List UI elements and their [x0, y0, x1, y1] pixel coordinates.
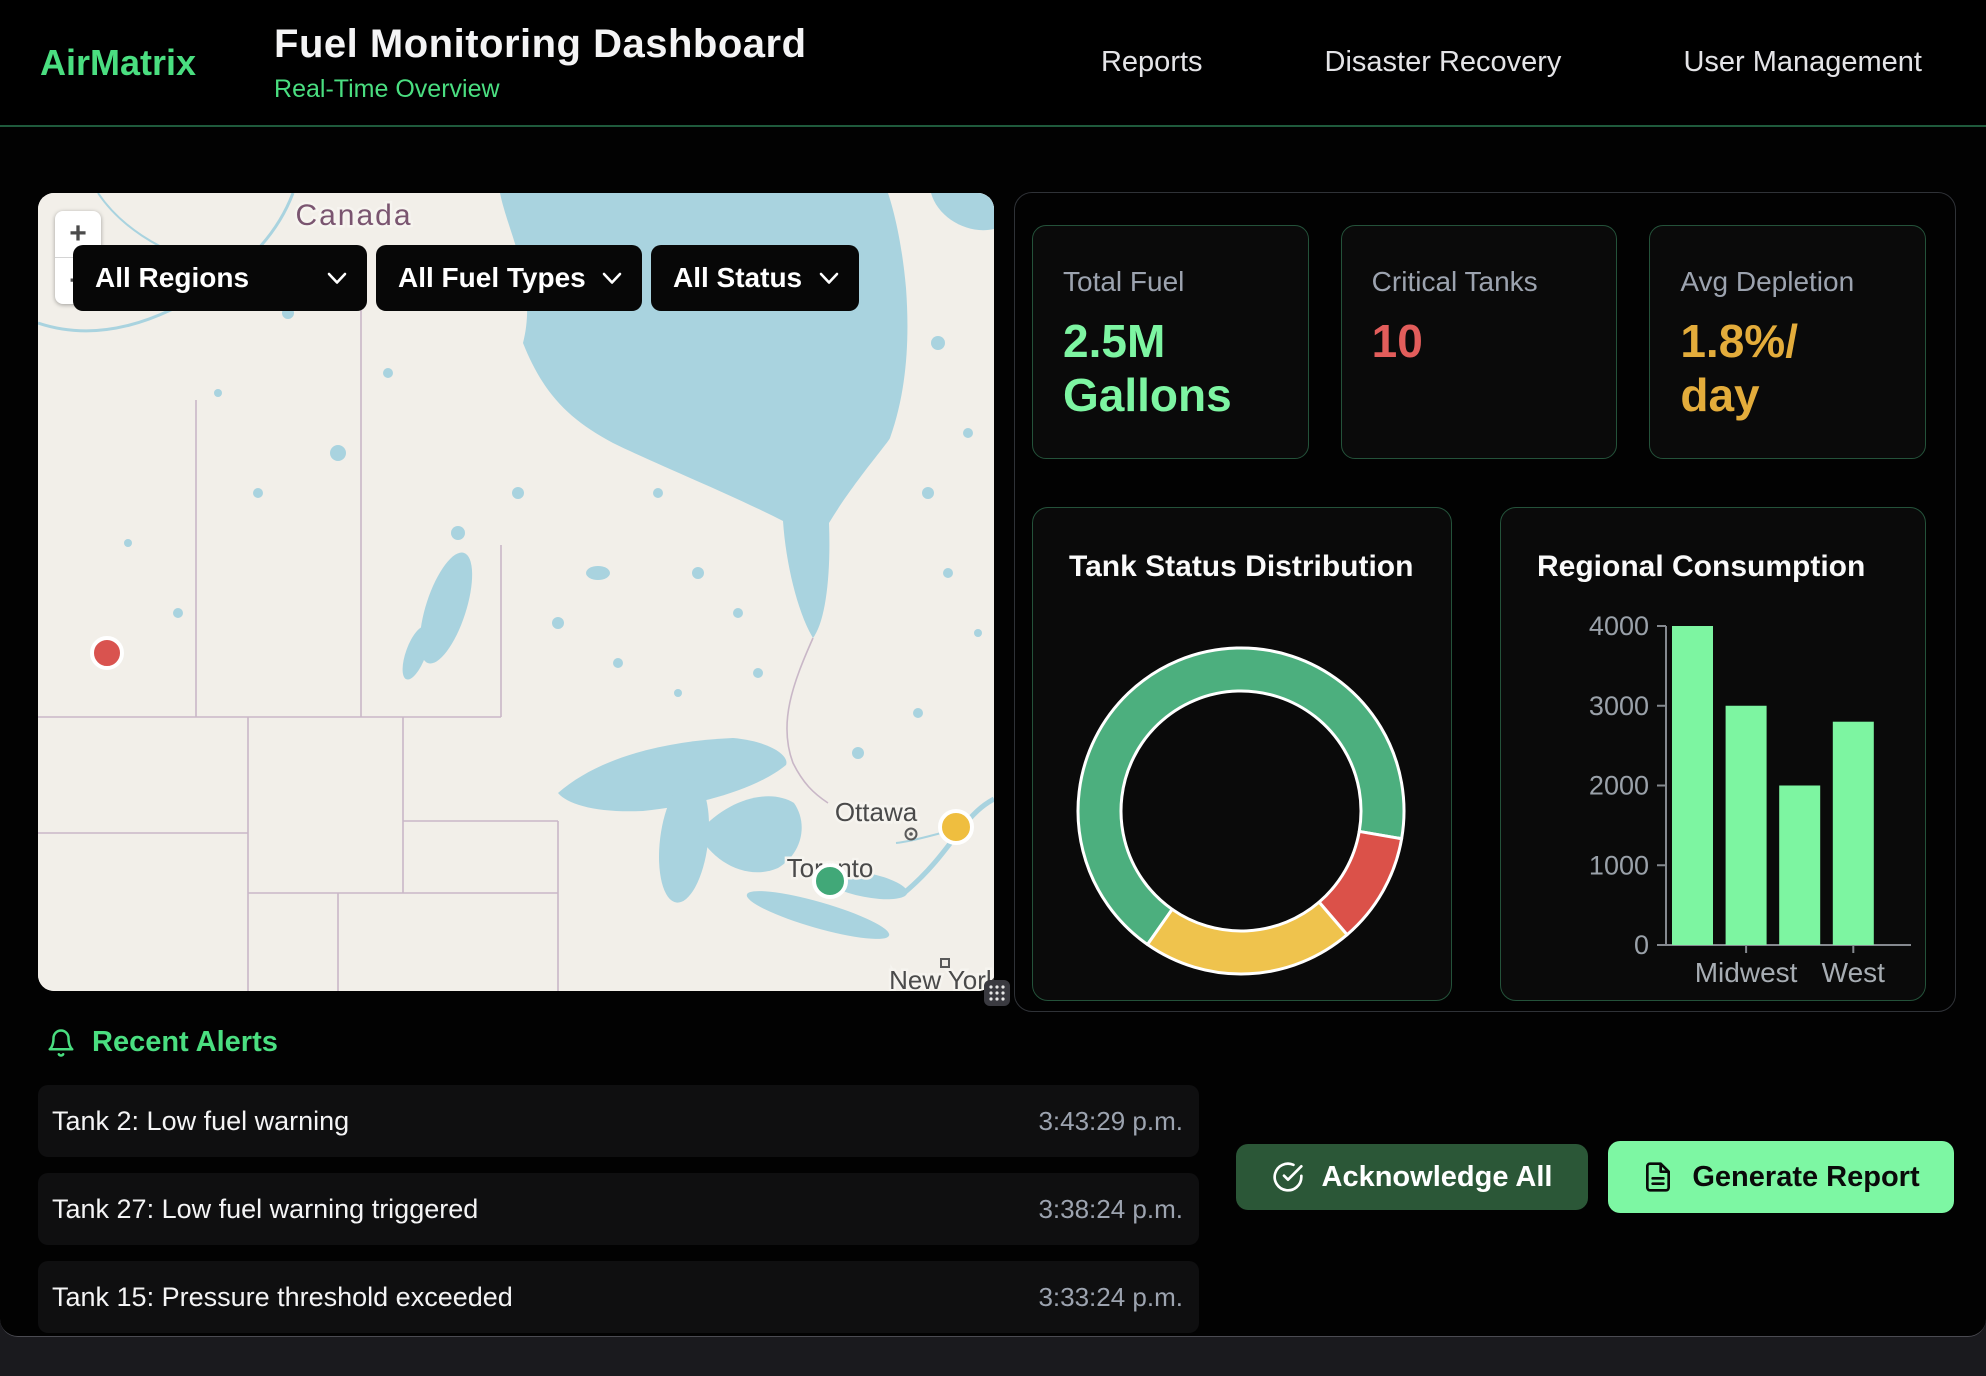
- nav-item-reports[interactable]: Reports: [1100, 46, 1203, 78]
- map-resize-handle-icon[interactable]: [984, 980, 1010, 1006]
- page-subtitle: Real-Time Overview: [274, 74, 500, 103]
- file-text-icon: [1646, 1162, 1671, 1192]
- alert-row[interactable]: Tank 15: Pressure threshold exceeded 3:3…: [38, 1261, 1199, 1333]
- stat-value-line: 2.5M: [1063, 315, 1166, 367]
- right-panel-frame: [1014, 192, 1956, 1012]
- stat-value-line: 1.8%/: [1680, 315, 1798, 367]
- map-borders: [38, 263, 829, 991]
- donut-segment-yellow-segment: [1146, 900, 1349, 976]
- alerts-header: Recent Alerts: [46, 1026, 278, 1059]
- regional-consumption-bar-chart: 0 1000 2000 3000 4000 Midwest West: [1589, 611, 1911, 988]
- region-filter-select[interactable]: All Regions: [73, 245, 367, 311]
- stat-card-total-fuel: Total Fuel 2.5M Gallons: [1032, 225, 1309, 459]
- stat-label: Total Fuel: [1063, 266, 1185, 297]
- alerts-title-text: Recent Alerts: [92, 1026, 278, 1058]
- nav-item-user-management[interactable]: User Management: [1683, 46, 1922, 78]
- map-canvas[interactable]: Canada Ottawa Toronto New York: [38, 193, 994, 991]
- ottawa-town-dot-icon: [909, 832, 913, 836]
- donut-chart-title: Tank Status Distribution: [1069, 550, 1414, 583]
- map-label-ottawa: Ottawa: [835, 797, 918, 827]
- status-filter-value: All Status: [673, 262, 803, 293]
- zoom-in-button[interactable]: +: [69, 217, 87, 250]
- map-panel[interactable]: Canada Ottawa Toronto New York + − All R…: [38, 193, 994, 991]
- alert-text: Tank 2: Low fuel warning: [52, 1105, 350, 1136]
- fuel-type-filter-select[interactable]: All Fuel Types: [376, 245, 642, 311]
- x-tick-label: Midwest: [1695, 957, 1798, 988]
- fuel-type-filter-value: All Fuel Types: [398, 262, 586, 293]
- alert-timestamp: 3:38:24 p.m.: [1038, 1193, 1183, 1224]
- stat-value: 1.8%/ day: [1680, 314, 1895, 423]
- alert-row[interactable]: Tank 2: Low fuel warning 3:43:29 p.m.: [38, 1085, 1199, 1157]
- brand-logo: AirMatrix: [40, 41, 197, 83]
- check-circle-icon: [1272, 1162, 1303, 1192]
- generate-report-button[interactable]: Generate Report: [1608, 1141, 1954, 1213]
- consumption-bar: [1832, 721, 1874, 945]
- donut-segment-green-segment: [1076, 646, 1406, 947]
- tank-marker-normal[interactable]: [812, 863, 848, 899]
- acknowledge-all-label: Acknowledge All: [1321, 1160, 1553, 1193]
- tank-status-donut-chart: [1076, 646, 1406, 976]
- nav-item-disaster-recovery[interactable]: Disaster Recovery: [1324, 46, 1562, 78]
- top-bar: AirMatrix Fuel Monitoring Dashboard Real…: [0, 0, 1986, 127]
- page-title: Fuel Monitoring Dashboard: [274, 21, 807, 66]
- stat-value-line: Gallons: [1063, 369, 1232, 422]
- stat-label: Avg Depletion: [1680, 266, 1855, 297]
- map-label-new-york: New York: [889, 965, 994, 991]
- stat-value: 10: [1372, 314, 1587, 368]
- tank-marker-warning[interactable]: [938, 809, 974, 845]
- chevron-down-icon: [819, 272, 839, 284]
- title-block: Fuel Monitoring Dashboard Real-Time Over…: [274, 22, 806, 104]
- map-label-canada: Canada: [295, 199, 412, 232]
- new-york-town-icon: [940, 958, 950, 968]
- bell-icon: [48, 1028, 74, 1057]
- consumption-bar: [1725, 705, 1767, 945]
- stat-value-line: day: [1680, 369, 1760, 422]
- y-tick-label: 4000: [1589, 611, 1649, 641]
- alert-text: Tank 27: Low fuel warning triggered: [52, 1193, 479, 1224]
- x-tick-label: West: [1822, 957, 1885, 988]
- consumption-bar: [1672, 626, 1713, 945]
- stat-value: 2.5M Gallons: [1063, 314, 1278, 423]
- regional-consumption-card: Regional Consumption 0 1000 2000 3000 4000 Mi…: [1500, 507, 1926, 1001]
- stats-row: Total Fuel 2.5M Gallons Critical Tanks 1…: [1032, 225, 1927, 459]
- y-tick-label: 1000: [1589, 850, 1649, 880]
- y-tick-label: 3000: [1589, 691, 1649, 721]
- y-tick-label: 0: [1634, 930, 1649, 960]
- tank-status-card: Tank Status Distribution: [1032, 507, 1452, 1001]
- stat-value-line: 10: [1371, 315, 1423, 367]
- generate-report-label: Generate Report: [1692, 1160, 1920, 1193]
- stat-card-avg-depletion: Avg Depletion 1.8%/ day: [1649, 225, 1927, 459]
- alert-row[interactable]: Tank 27: Low fuel warning triggered 3:38…: [38, 1173, 1199, 1245]
- status-filter-select[interactable]: All Status: [651, 245, 859, 311]
- alerts-list: Tank 2: Low fuel warning 3:43:29 p.m. Ta…: [38, 1085, 1199, 1333]
- tank-marker-critical[interactable]: [90, 636, 124, 670]
- map-filters: All Regions All Fuel Types All Status: [73, 245, 859, 311]
- stat-label: Critical Tanks: [1371, 266, 1538, 297]
- chevron-down-icon: [327, 272, 347, 284]
- region-filter-value: All Regions: [95, 262, 250, 293]
- consumption-bar: [1779, 785, 1821, 945]
- main-nav: Reports Disaster Recovery User Managemen…: [1101, 46, 1946, 79]
- chevron-down-icon: [602, 272, 622, 284]
- y-tick-label: 2000: [1589, 771, 1649, 801]
- acknowledge-all-button[interactable]: Acknowledge All: [1236, 1144, 1588, 1210]
- alert-timestamp: 3:43:29 p.m.: [1038, 1105, 1183, 1136]
- bar-chart-title: Regional Consumption: [1537, 550, 1866, 583]
- stat-card-critical-tanks: Critical Tanks 10: [1340, 225, 1618, 459]
- alert-timestamp: 3:33:24 p.m.: [1038, 1281, 1183, 1312]
- alert-text: Tank 15: Pressure threshold exceeded: [52, 1281, 513, 1312]
- dashboard-root: AirMatrix Fuel Monitoring Dashboard Real…: [0, 0, 1986, 1337]
